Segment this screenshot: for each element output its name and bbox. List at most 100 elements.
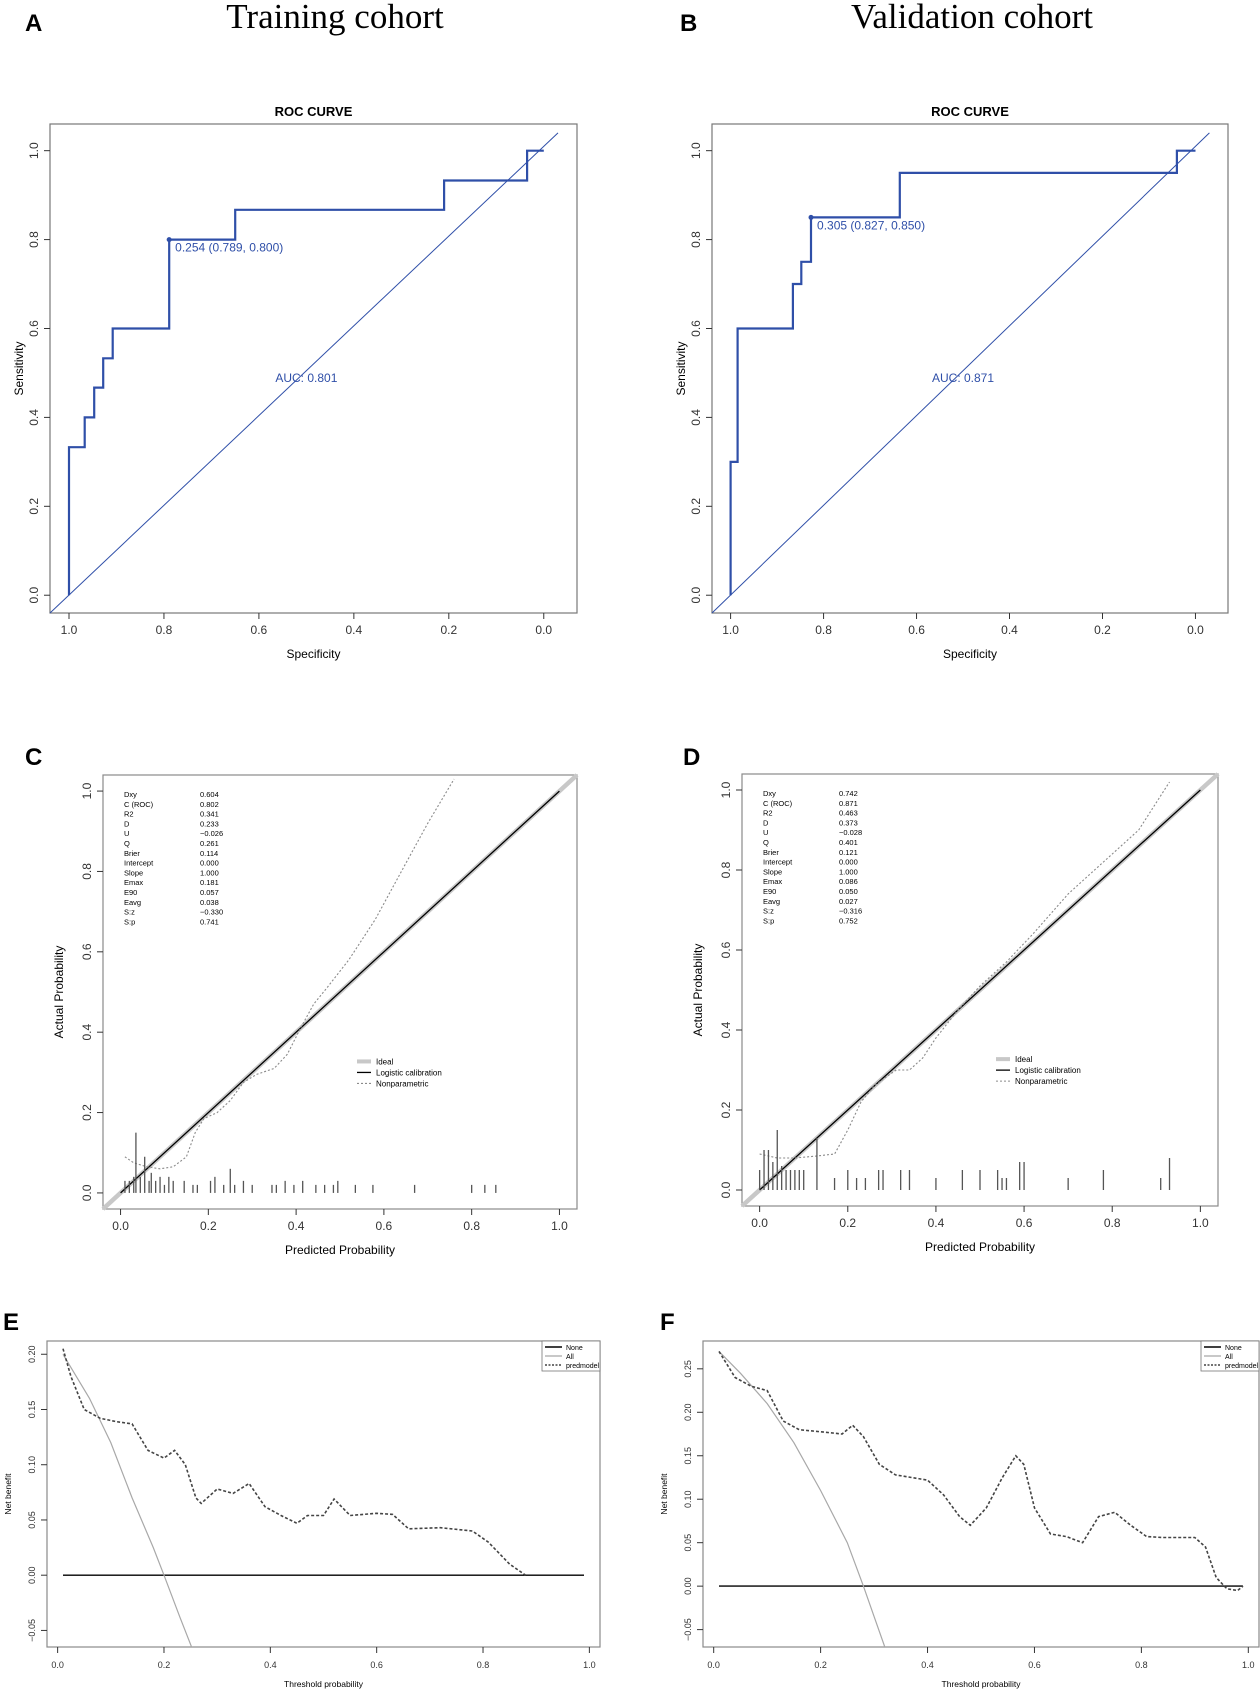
stat-name: D [763,818,769,827]
y-tick-label: −0.05 [683,1618,693,1641]
x-tick-label: 0.0 [535,623,552,637]
stat-name: Emax [763,877,782,886]
nonparametric-line [759,781,1170,1159]
x-axis-label: Specificity [943,647,997,661]
stat-name: Q [763,838,769,847]
stat-name: Emax [124,878,143,887]
decision-curve-training: None All predmodel 0.0 0.2 0.4 0.6 0.8 1.0 −0.05 0… [3,1340,601,1689]
stat-value: 0.604 [200,790,219,799]
y-tick-label: 0.15 [683,1447,693,1465]
y-tick-label: 0.8 [689,231,703,248]
stat-value: 0.000 [839,858,858,867]
stat-name: Dxy [124,790,137,799]
diagonal-line [49,132,559,614]
y-tick-label: 0.2 [719,1101,733,1118]
y-tick-label: 0.20 [683,1404,693,1422]
x-axis-label: Threshold probability [942,1679,1022,1689]
legend-label: None [566,1345,583,1352]
panel-label-d: D [683,744,700,771]
y-tick-label: 0.8 [80,863,94,880]
x-tick-label: 0.2 [839,1216,856,1230]
y-tick-label: 0.00 [27,1566,37,1584]
panel-label-f: F [660,1309,675,1336]
stat-name: R2 [124,810,134,819]
stat-name: S:z [124,908,135,917]
stat-name: U [763,828,768,837]
legend-label: Nonparametric [1015,1077,1067,1086]
panel-label-b: B [680,10,697,37]
y-axis-label: Net benefit [659,1473,669,1515]
x-tick-label: 0.4 [288,1219,305,1233]
y-tick-label: 0.2 [27,498,41,515]
y-tick-label: 0.0 [80,1184,94,1201]
stat-name: D [124,819,130,828]
y-tick-label: 0.8 [719,861,733,878]
stat-name: Q [124,839,130,848]
stat-name: Intercept [124,859,154,868]
y-tick-label: 0.10 [683,1490,693,1508]
x-tick-label: 0.6 [251,623,268,637]
plot-frame [711,123,1229,614]
y-tick-label: 0.4 [80,1024,94,1041]
diagonal-line [711,132,1210,614]
stat-value: 0.114 [200,849,218,858]
stat-name: R2 [763,809,773,818]
auc-label: AUC: 0.801 [275,371,337,385]
x-tick-label: 0.0 [1187,623,1204,637]
roc-curve [729,149,1196,596]
x-tick-label: 0.2 [814,1660,827,1670]
stat-name: Brier [763,848,779,857]
x-tick-label: 0.0 [707,1660,720,1670]
stat-name: C (ROC) [124,800,154,809]
x-tick-label: 0.4 [921,1660,934,1670]
x-axis-label: Specificity [286,647,340,661]
y-tick-label: 0.25 [683,1360,693,1378]
x-axis-label: Predicted Probability [925,1240,1035,1254]
stat-value: −0.026 [200,829,223,838]
x-tick-label: 0.8 [1135,1660,1148,1670]
predmodel-line [62,1348,527,1576]
stat-name: Dxy [763,789,776,798]
treat-all-line [62,1353,193,1647]
y-tick-label: 0.6 [689,320,703,337]
y-tick-label: 0.6 [80,943,94,960]
x-tick-label: 0.8 [156,623,173,637]
chart-title: ROC CURVE [275,104,353,119]
x-tick-label: 1.0 [1192,1216,1209,1230]
y-tick-label: 0.10 [27,1456,37,1474]
x-tick-label: 0.2 [440,623,457,637]
stat-name: S:p [124,917,135,926]
y-tick-label: 0.20 [27,1345,37,1363]
y-axis-label: Sensitivity [674,341,688,395]
x-tick-label: 0.4 [1001,623,1018,637]
y-tick-label: 0.6 [27,320,41,337]
stat-name: U [124,829,129,838]
x-tick-label: 0.6 [370,1660,383,1670]
x-tick-label: 0.8 [815,623,832,637]
logistic-calibration-line [759,789,1201,1191]
y-axis-label: Actual Probability [52,946,66,1039]
x-tick-label: 0.2 [200,1219,217,1233]
legend-label: Logistic calibration [376,1068,442,1077]
stat-value: 0.741 [200,917,219,926]
y-tick-label: 0.8 [27,231,41,248]
x-tick-label: 0.6 [376,1219,393,1233]
stat-value: 0.086 [839,877,858,886]
x-tick-label: 0.6 [1028,1660,1041,1670]
stat-name: Brier [124,849,140,858]
legend-label: None [1225,1345,1242,1352]
x-tick-label: 1.0 [722,623,739,637]
y-tick-label: 0.0 [689,587,703,604]
stat-value: 0.373 [839,818,858,827]
stat-value: 0.050 [839,887,858,896]
stat-value: 0.261 [200,839,219,848]
x-tick-label: 0.0 [112,1219,129,1233]
legend-label: All [1225,1354,1233,1361]
stat-value: 0.233 [200,819,219,828]
y-tick-label: 0.2 [80,1104,94,1121]
column-title-training: Training cohort [226,0,444,36]
stat-value: 1.000 [839,867,858,876]
panel-label-a: A [25,10,42,37]
y-tick-label: 0.05 [27,1511,37,1529]
